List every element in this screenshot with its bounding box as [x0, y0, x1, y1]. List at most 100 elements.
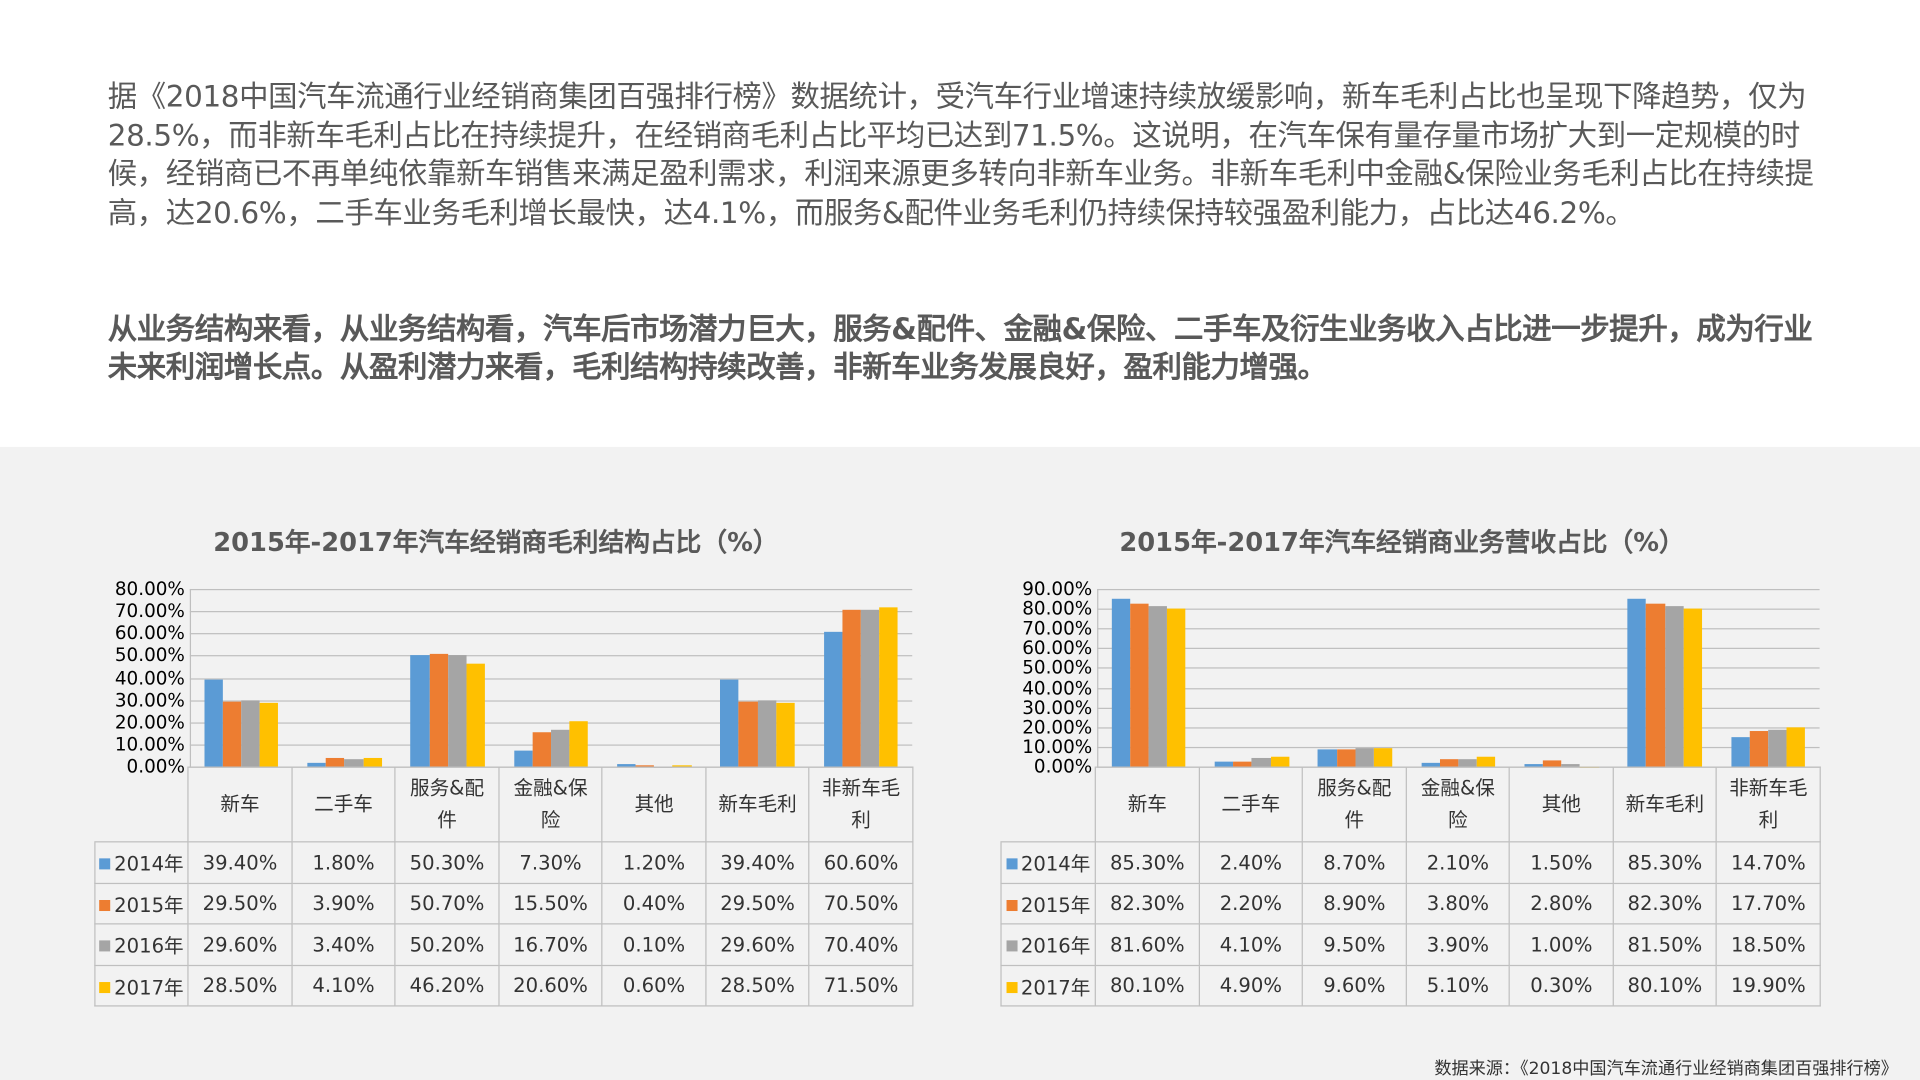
bar-2016年-服务&配件 [447, 655, 467, 767]
gridline [1097, 588, 1820, 591]
data-cell: 9.60% [1301, 964, 1407, 1007]
plot-area [1097, 588, 1821, 767]
chart-title-revenue: 2015年-2017年汽车经销商业务营收占比（%） [1119, 527, 1685, 558]
data-cell: 3.40% [291, 923, 396, 966]
bar-2017年-服务&配件 [466, 663, 485, 767]
data-cell: 3.80% [1405, 882, 1511, 925]
bar-2016年-新车毛利 [1664, 605, 1684, 767]
gridline [1097, 628, 1820, 630]
category-label: 新车 [187, 766, 293, 843]
bar-2015年-服务&配件 [429, 653, 448, 767]
category-label: 服务&配件 [394, 766, 500, 843]
data-cell: 5.10% [1405, 964, 1511, 1007]
y-tick-label: 20.00% [114, 711, 185, 734]
bar-2014年-非新车毛利 [1730, 737, 1750, 767]
data-cell: 0.10% [601, 923, 707, 966]
category-label: 二手车 [1198, 766, 1304, 843]
data-cell: 81.50% [1612, 923, 1718, 966]
y-tick-label: 70.00% [1022, 617, 1093, 640]
gridline [189, 722, 913, 724]
data-cell: 81.60% [1094, 923, 1200, 966]
data-cell: 9.50% [1301, 923, 1407, 966]
bar-2014年-新车毛利 [1627, 598, 1647, 767]
category-label: 二手车 [291, 766, 396, 843]
data-cell: 0.60% [601, 964, 707, 1007]
bar-2015年-二手车 [326, 757, 345, 767]
table-row: 2015年 29.50% 3.90% 50.70% 15.50% 0.40% 29.50% 7… [94, 882, 914, 925]
bar-2016年-非新车毛利 [1767, 730, 1787, 767]
bar-2016年-新车 [1148, 605, 1168, 767]
data-cell: 4.10% [1198, 923, 1304, 966]
bar-2016年-金融&保险 [551, 729, 570, 767]
y-tick-label: 40.00% [1022, 676, 1093, 699]
legend-entry: 2016年 [1000, 923, 1097, 966]
legend-label: 2016年 [114, 934, 184, 958]
bar-2014年-金融&保险 [513, 750, 533, 767]
category-label: 其他 [601, 766, 707, 843]
legend-swatch-icon [99, 858, 111, 870]
summary-paragraph: 从业务结构来看，从业务结构看，汽车后市场潜力巨大，服务&配件、金融&保险、二手车… [107, 312, 1813, 385]
data-table: 新车 二手车 服务&配件 金融&保险 其他 新车毛利 非新车毛利 2014年 39.40% 1.8… [94, 766, 914, 1007]
y-tick-label: 50.00% [114, 644, 185, 667]
bar-2015年-服务&配件 [1336, 748, 1356, 767]
bar-2015年-二手车 [1233, 762, 1252, 767]
data-cell: 85.30% [1094, 841, 1200, 884]
data-cell: 29.50% [187, 882, 293, 925]
category-text: 其他 [634, 792, 674, 816]
bar-2016年-金融&保险 [1458, 758, 1477, 767]
legend-swatch-icon [99, 981, 111, 993]
bar-2014年-其他 [617, 763, 636, 767]
data-cell: 70.50% [808, 882, 914, 925]
data-cell: 2.20% [1198, 882, 1304, 925]
data-source: 数据来源：《2018中国汽车流通行业经销商集团百强排行榜》 [1434, 1059, 1898, 1079]
legend-label: 2014年 [114, 852, 184, 876]
category-label: 金融&保险 [1405, 766, 1511, 843]
data-cell: 80.10% [1612, 964, 1718, 1007]
bar-2015年-非新车毛利 [842, 610, 861, 767]
data-cell: 19.90% [1716, 964, 1821, 1007]
data-cell: 29.60% [187, 923, 293, 966]
gridline [1097, 727, 1820, 729]
y-tick-label: 90.00% [1022, 577, 1093, 601]
gridline [189, 633, 913, 635]
data-cell: 50.70% [394, 882, 500, 925]
bar-2017年-其他 [672, 765, 692, 767]
data-cell: 7.30% [498, 841, 603, 884]
bar-2015年-新车毛利 [738, 701, 758, 767]
bar-2017年-新车毛利 [776, 703, 795, 767]
category-label: 非新车毛利 [1716, 766, 1821, 843]
category-text: 新车毛利 [1625, 792, 1705, 816]
category-text: 二手车 [1221, 792, 1281, 816]
bar-2014年-新车 [204, 679, 223, 767]
bar-2015年-其他 [635, 765, 655, 767]
bar-2014年-二手车 [1214, 761, 1234, 767]
bar-2017年-新车 [1167, 608, 1186, 767]
data-cell: 39.40% [187, 841, 293, 884]
category-label: 其他 [1508, 766, 1614, 843]
table-corner [1001, 767, 1097, 843]
y-tick-label: 60.00% [114, 622, 185, 645]
category-label: 非新车毛利 [808, 766, 914, 843]
legend-label: 2014年 [1020, 852, 1091, 876]
category-text: 二手车 [314, 792, 373, 816]
y-tick-label: 10.00% [114, 733, 185, 756]
legend-swatch-icon [99, 940, 111, 952]
data-cell: 1.20% [601, 841, 707, 884]
gridline [1097, 667, 1820, 670]
bar-2016年-非新车毛利 [860, 610, 880, 767]
category-text: 金融&保险 [1420, 776, 1495, 832]
category-text: 金融&保险 [513, 776, 588, 832]
gridline [1097, 746, 1820, 749]
legend-label: 2015年 [1020, 893, 1091, 917]
table-header-row: 新车 二手车 服务&配件 金融&保险 其他 新车毛利 非新车毛利 [1001, 766, 1821, 843]
bar-2017年-二手车 [1270, 756, 1290, 767]
category-label: 新车毛利 [705, 766, 810, 843]
bar-2015年-新车毛利 [1646, 604, 1665, 767]
data-cell: 15.50% [498, 882, 603, 925]
data-cell: 3.90% [291, 882, 396, 925]
data-cell: 28.50% [705, 964, 810, 1007]
legend-label: 2016年 [1020, 934, 1091, 958]
legend-swatch-icon [1006, 981, 1018, 993]
data-cell: 2.40% [1198, 841, 1304, 884]
